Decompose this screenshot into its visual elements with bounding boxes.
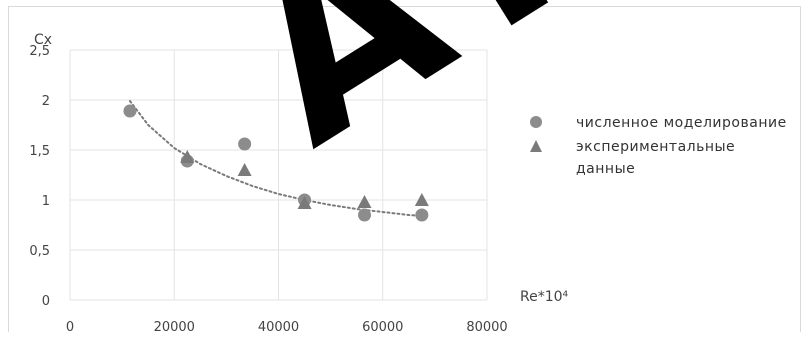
legend-label-experimental: экспериментальные данные	[576, 139, 736, 177]
y-tick-label: 1,5	[29, 144, 50, 159]
x-tick-label: 40000	[258, 320, 299, 335]
y-tick-label: 2	[42, 94, 50, 109]
chart-frame-left	[8, 6, 9, 332]
y-tick-label: 0,5	[29, 244, 50, 259]
x-tick-label: 20000	[154, 320, 195, 335]
y-axis-title: Cx	[34, 32, 52, 48]
x-tick-label: 60000	[362, 320, 403, 335]
experimental-point	[414, 193, 429, 206]
y-tick-label: 1	[42, 194, 50, 209]
experimental-point	[357, 195, 372, 208]
y-tick-label: 2,5	[29, 44, 50, 59]
experimental-point	[237, 163, 252, 176]
circle-marker-icon	[530, 116, 542, 128]
legend-item-experimental: экспериментальные данные	[528, 136, 798, 180]
x-axis-title: Re*10⁴	[520, 289, 569, 305]
data-points	[123, 104, 429, 222]
chart-frame-right	[800, 6, 801, 332]
simulation-point	[238, 137, 252, 151]
simulation-point	[358, 208, 372, 222]
simulation-point	[123, 104, 137, 118]
y-tick-label: 0	[42, 294, 50, 309]
chart-frame-top	[8, 6, 801, 7]
trendline-path	[128, 100, 423, 217]
chart-legend: численное моделирование экспериментальны…	[528, 112, 798, 182]
experimental-point	[180, 150, 195, 163]
experimental-point	[297, 196, 312, 209]
triangle-marker-icon	[530, 140, 542, 152]
trendline	[128, 100, 423, 217]
axis-labels: 0 0,5 1 1,5 2 2,5 0 20000 40000 60000 80000 Cx Re*10…	[29, 32, 568, 335]
legend-label-simulation: численное моделирование	[576, 115, 787, 131]
legend-item-simulation: численное моделирование	[528, 112, 798, 134]
simulation-point	[415, 208, 429, 222]
x-tick-label: 0	[66, 320, 74, 335]
x-tick-label: 80000	[466, 320, 507, 335]
chart-grid	[69, 49, 488, 301]
